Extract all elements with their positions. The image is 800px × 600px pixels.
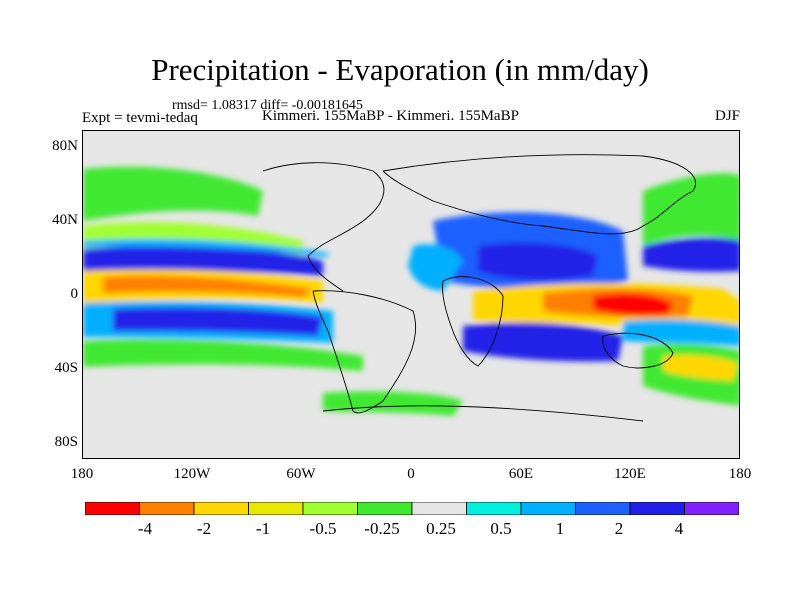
- field-region-lightblue: [408, 244, 463, 291]
- field-region-blue: [463, 322, 623, 362]
- field-band-green: [83, 166, 263, 221]
- experiment-names: Kimmeri. 155MaBP - Kimmeri. 155MaBP: [262, 108, 519, 124]
- colorbar-swatch: [466, 502, 522, 515]
- lon-tick-label: 180: [728, 466, 752, 482]
- field-map: [83, 154, 739, 422]
- colorbar-label: -1: [255, 519, 271, 538]
- field-band-lightblue: [83, 238, 328, 257]
- colorbar-swatch: [684, 502, 739, 515]
- colorbar-swatch: [193, 502, 249, 515]
- field-region-yellow-se: [663, 354, 738, 381]
- colorbar-swatch: [248, 502, 304, 515]
- colorbar-swatch: [575, 502, 631, 515]
- colorbar: [85, 502, 739, 515]
- lon-tick-label: 60W: [286, 466, 316, 482]
- field-band-green: [83, 339, 363, 371]
- coastline-antarctica: [322, 405, 644, 422]
- field-band-green: [643, 173, 739, 246]
- season-label: DJF: [714, 108, 740, 124]
- lat-tick-label: 80N: [52, 138, 78, 154]
- lat-tick-label: 40N: [52, 212, 78, 228]
- colorbar-label: -2: [196, 519, 212, 538]
- colorbar-label: -0.25: [364, 519, 400, 538]
- stats-text: rmsd= 1.08317 diff= -0.00181645: [172, 98, 363, 113]
- colorbar-swatch: [85, 502, 140, 515]
- colorbar-label: -4: [137, 519, 153, 538]
- experiment-label: Expt = tevmi-tedaq: [82, 110, 198, 126]
- field-band-blue: [113, 307, 323, 336]
- colorbar-label: 0.5: [490, 519, 512, 538]
- colorbar-label: 4: [674, 519, 684, 538]
- field-band-green: [323, 391, 463, 416]
- colorbar-swatch: [139, 502, 195, 515]
- coastline-north-america: [262, 162, 385, 292]
- map-plot-area: [82, 130, 740, 459]
- lat-tick-label: 0: [70, 286, 79, 302]
- field-region-blue: [643, 237, 739, 272]
- colorbar-swatch: [357, 502, 413, 515]
- colorbar-swatch: [629, 502, 685, 515]
- field-region-lightblue: [623, 319, 739, 346]
- colorbar-label: 0.25: [426, 519, 456, 538]
- field-band-orange: [103, 275, 313, 297]
- lon-tick-label: 60E: [508, 466, 534, 482]
- colorbar-label: -0.5: [309, 519, 337, 538]
- lat-tick-label: 40S: [54, 360, 78, 376]
- colorbar-swatch: [520, 502, 576, 515]
- lon-tick-label: 120E: [614, 466, 646, 482]
- coastline-australia: [602, 332, 674, 369]
- lon-tick-label: 180: [70, 466, 94, 482]
- field-band-blue: [83, 245, 323, 276]
- lon-tick-label: 120W: [173, 466, 211, 482]
- map-title: Precipitation - Evaporation (in mm/day): [151, 52, 649, 87]
- lat-tick-label: 80S: [54, 434, 78, 450]
- coastline-eurasia: [382, 154, 696, 235]
- colorbar-label: 2: [614, 519, 624, 538]
- field-region-purple: [478, 242, 598, 281]
- coastlines: [262, 154, 696, 422]
- colorbar-label: 1: [555, 519, 565, 538]
- coastline-africa: [442, 276, 504, 367]
- colorbar-swatch: [411, 502, 467, 515]
- colorbar-swatch: [302, 502, 358, 515]
- field-region-red: [593, 293, 673, 316]
- lon-tick-label: 0: [407, 466, 415, 482]
